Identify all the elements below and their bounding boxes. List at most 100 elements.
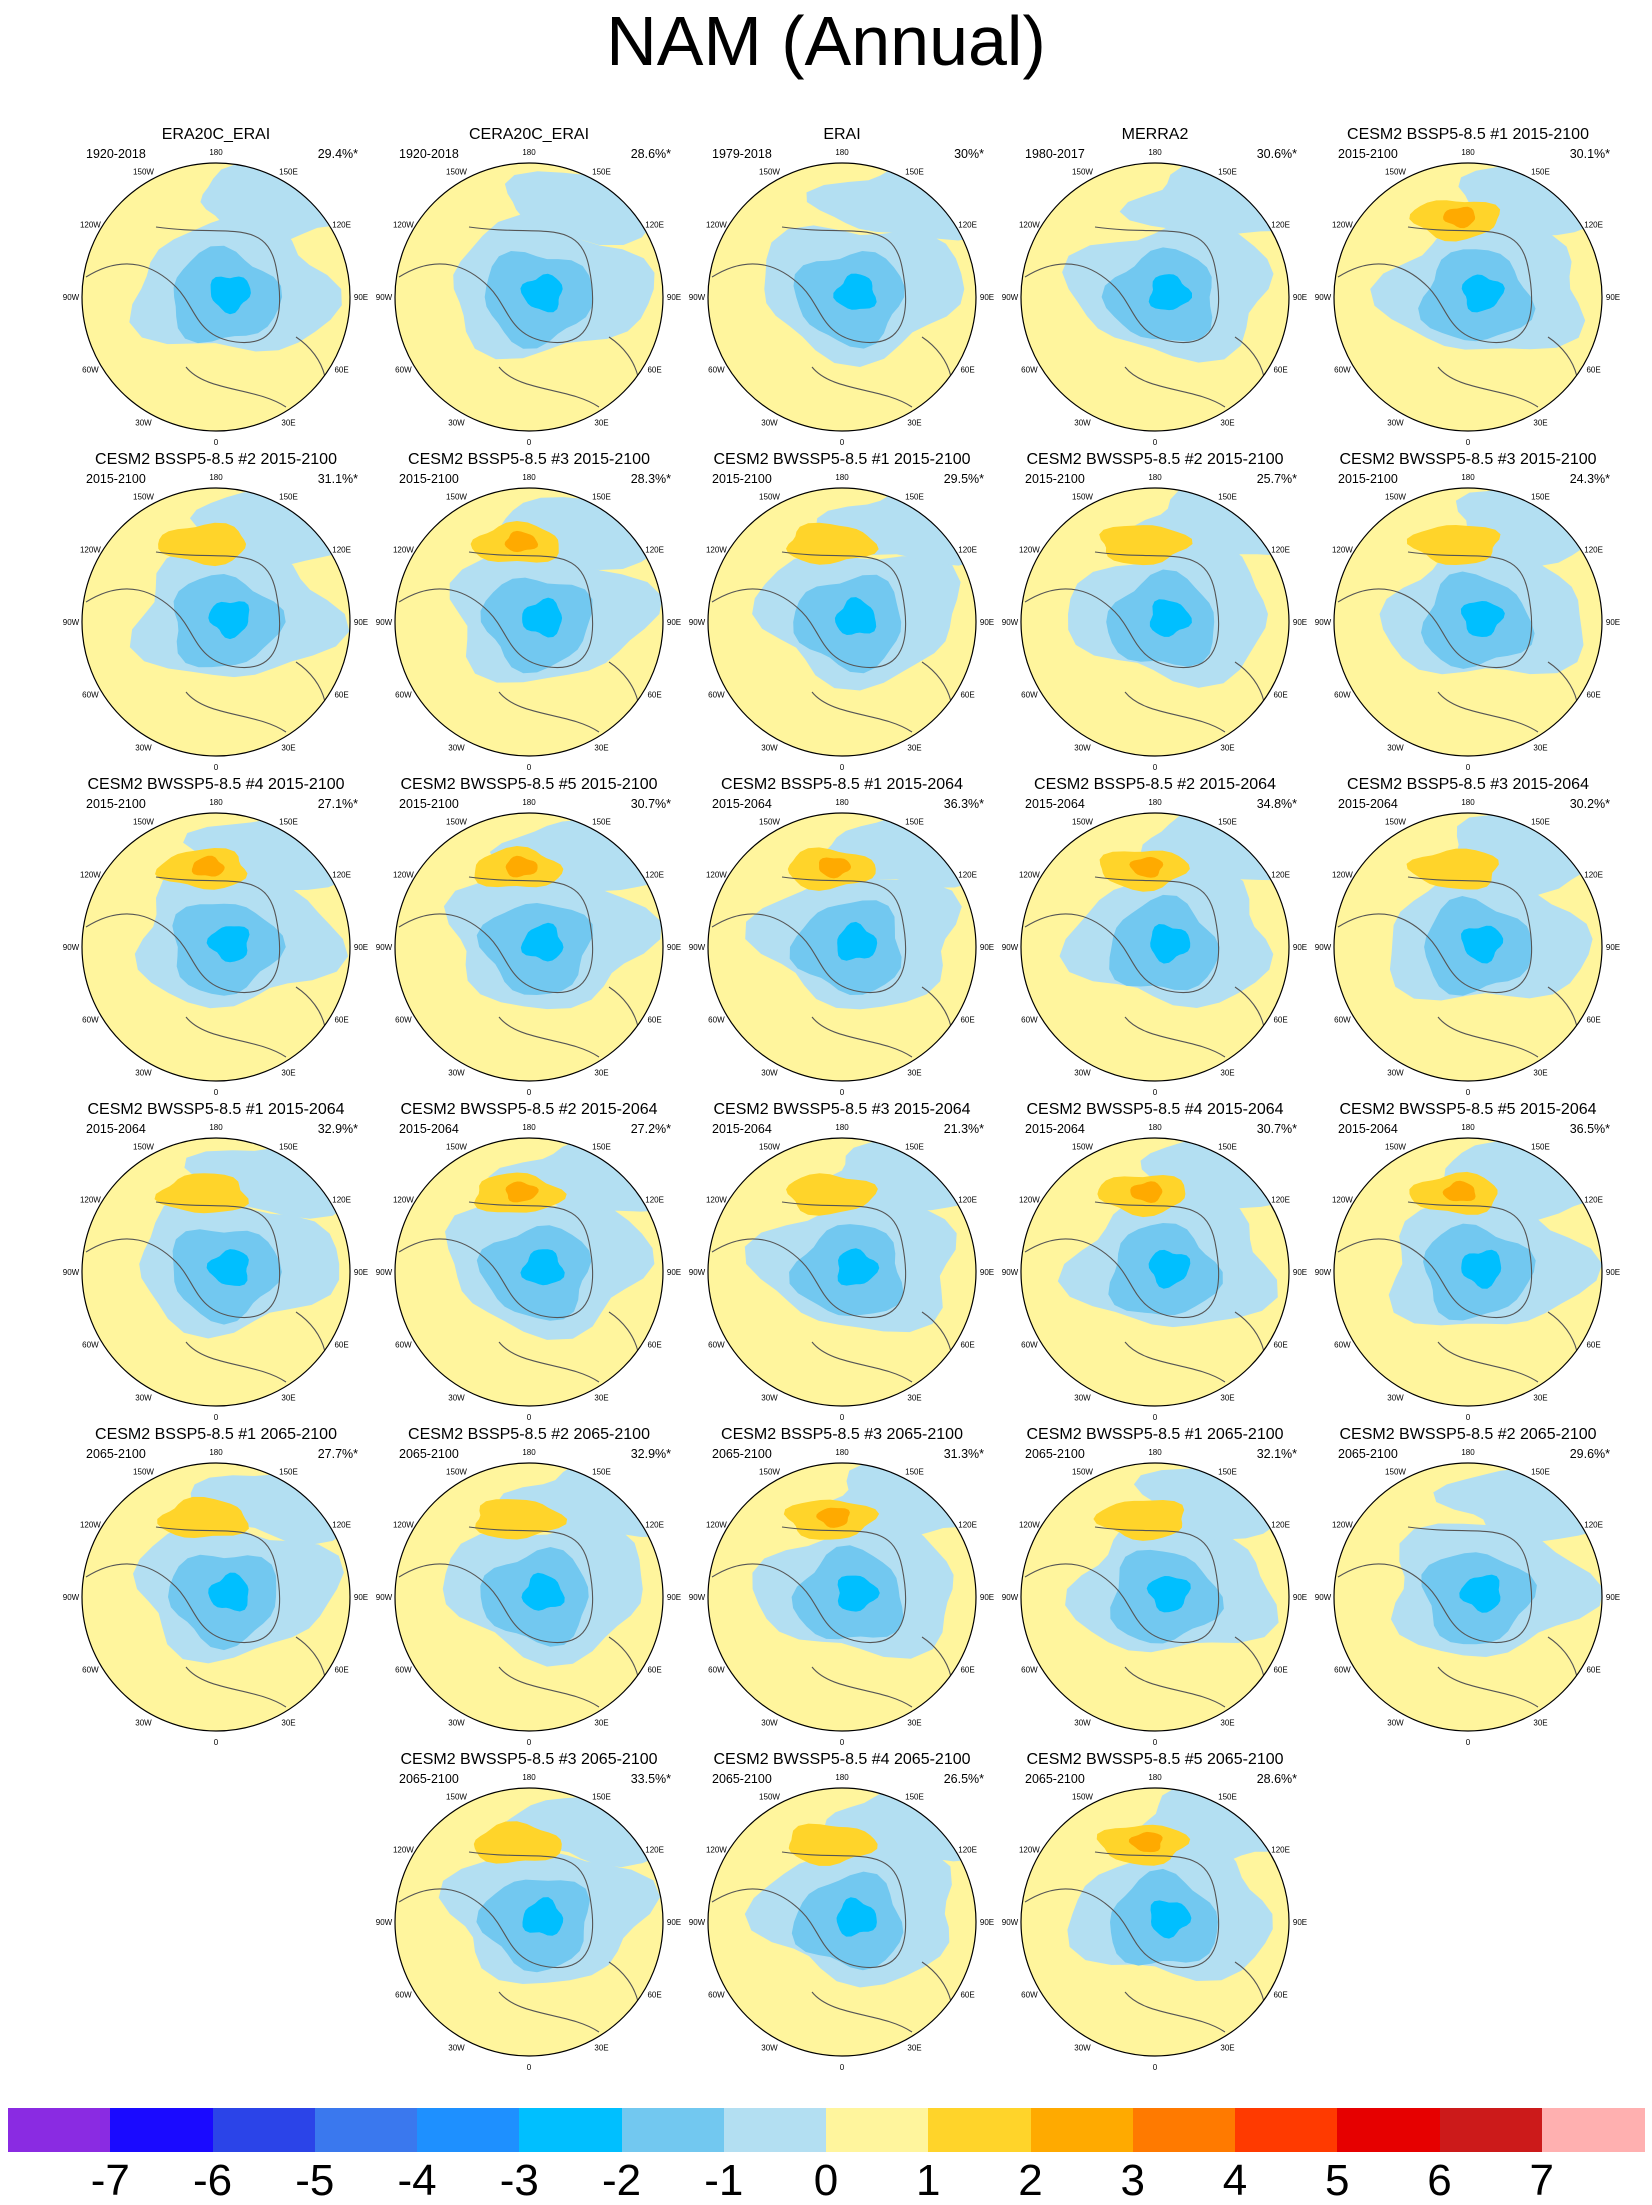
longitude-label: 60E	[647, 1666, 661, 1675]
polar-map: 180 150E 120E 90E 60E 30E 0 30W 60W 90W 120W 150W	[689, 148, 994, 447]
longitude-label: 150E	[905, 1142, 924, 1151]
longitude-label: 120E	[1584, 1521, 1603, 1530]
map-boundary	[1333, 162, 1603, 432]
longitude-label: 150W	[1385, 1467, 1406, 1476]
longitude-label: 30W	[135, 744, 152, 753]
panel-title: CESM2 BWSSP5-8.5 #3 2015-2064	[713, 1101, 971, 1118]
map-panel: CESM2 BSSP5-8.5 #3 2015-2100 2015-2100 28.…	[376, 450, 681, 772]
colorbar-swatch	[1337, 2108, 1440, 2152]
colorbar-tick-label: -7	[90, 2156, 130, 2205]
longitude-label: 60W	[1334, 1341, 1351, 1350]
longitude-label: 30W	[135, 1069, 152, 1078]
longitude-label: 180	[1461, 1123, 1475, 1132]
longitude-label: 90E	[1606, 618, 1620, 627]
longitude-label: 60W	[82, 1666, 99, 1675]
panel-period: 2015-2100	[399, 472, 459, 486]
panel-variance-percent: 27.2%*	[630, 1122, 671, 1136]
pacific-positive-peak	[1443, 206, 1476, 229]
longitude-label: 0	[1153, 1738, 1158, 1747]
longitude-label: 180	[522, 798, 536, 807]
panel-variance-percent: 27.1%*	[317, 797, 358, 811]
longitude-label: 30W	[761, 1069, 778, 1078]
polar-negative-center	[522, 597, 563, 638]
longitude-label: 0	[527, 1738, 532, 1747]
longitude-label: 120E	[645, 221, 664, 230]
longitude-label: 90E	[980, 293, 994, 302]
map-boundary	[81, 812, 351, 1082]
longitude-label: 30W	[1074, 744, 1091, 753]
longitude-label: 120W	[1019, 221, 1040, 230]
longitude-label: 60E	[960, 691, 974, 700]
longitude-label: 60W	[708, 1991, 725, 2000]
panel-title: CESM2 BSSP5-8.5 #1 2015-2064	[721, 776, 963, 793]
longitude-label: 90W	[689, 943, 706, 952]
longitude-label: 60W	[82, 1341, 99, 1350]
panel-period: 2015-2064	[712, 797, 772, 811]
map-panel: CESM2 BSSP5-8.5 #3 2065-2100 2065-2100 31.…	[689, 1425, 994, 1747]
longitude-label: 150W	[1385, 492, 1406, 501]
map-boundary	[707, 1137, 977, 1407]
panel-variance-percent: 32.9%*	[317, 1122, 358, 1136]
colorbar-swatch	[519, 2108, 622, 2152]
map-boundary	[1020, 812, 1290, 1082]
longitude-label: 90W	[689, 1268, 706, 1277]
longitude-label: 30E	[1533, 1719, 1547, 1728]
polar-negative-center	[208, 1572, 249, 1612]
longitude-label: 180	[209, 798, 223, 807]
panel-variance-percent: 25.7%*	[1256, 472, 1297, 486]
map-panel: CESM2 BWSSP5-8.5 #5 2065-2100 2065-2100 28…	[1002, 1750, 1307, 2072]
polar-negative-center	[520, 273, 563, 313]
longitude-label: 30E	[594, 1719, 608, 1728]
longitude-label: 0	[1466, 1738, 1471, 1747]
longitude-label: 120E	[1271, 1846, 1290, 1855]
polar-negative-center	[1461, 274, 1505, 313]
longitude-label: 0	[1153, 1088, 1158, 1097]
map-boundary	[394, 162, 664, 432]
panel-variance-percent: 29.5%*	[943, 472, 984, 486]
longitude-label: 150W	[1385, 817, 1406, 826]
longitude-label: 120W	[1019, 546, 1040, 555]
longitude-label: 60W	[1334, 1666, 1351, 1675]
panel-period: 1920-2018	[86, 147, 146, 161]
longitude-label: 0	[1153, 1413, 1158, 1422]
polar-negative-center	[837, 1575, 880, 1612]
longitude-label: 120W	[1332, 546, 1353, 555]
panel-period: 1979-2018	[712, 147, 772, 161]
map-panel: CESM2 BSSP5-8.5 #3 2015-2064 2015-2064 30.…	[1315, 775, 1620, 1097]
longitude-label: 90W	[63, 1593, 80, 1602]
panel-title: CESM2 BWSSP5-8.5 #3 2015-2100	[1339, 451, 1597, 468]
longitude-label: 150E	[905, 817, 924, 826]
polar-map: 180 150E 120E 90E 60E 30E 0 30W 60W 90W 120W 150W	[376, 1448, 681, 1747]
longitude-label: 90W	[63, 293, 80, 302]
longitude-label: 60E	[334, 1666, 348, 1675]
longitude-label: 30E	[1533, 1069, 1547, 1078]
longitude-label: 150W	[759, 1467, 780, 1476]
panel-title: CERA20C_ERAI	[468, 126, 590, 143]
longitude-label: 30E	[594, 744, 608, 753]
panel-period: 2015-2100	[399, 797, 459, 811]
longitude-label: 120E	[1584, 546, 1603, 555]
longitude-label: 90E	[667, 1918, 681, 1927]
panel-title: CESM2 BWSSP5-8.5 #4 2015-2100	[87, 776, 345, 793]
pacific-positive-peak	[1129, 856, 1164, 878]
longitude-label: 30E	[907, 419, 921, 428]
pacific-positive-peak	[191, 855, 225, 877]
map-panel: ERAI 1979-2018 30%* 180 150E 120E 90E 60E 30E 0 30…	[689, 125, 994, 447]
longitude-label: 30W	[135, 1394, 152, 1403]
longitude-label: 0	[214, 438, 219, 447]
colorbar-swatch	[1030, 2108, 1134, 2152]
colorbar-tick-label: 2	[1018, 2156, 1043, 2205]
longitude-label: 90W	[1315, 943, 1332, 952]
main-title: NAM (Annual)	[606, 2, 1046, 80]
colorbar-tick-label: 4	[1222, 2156, 1248, 2205]
longitude-label: 0	[527, 763, 532, 772]
longitude-label: 60W	[1021, 691, 1038, 700]
panel-variance-percent: 33.5%*	[630, 1772, 671, 1786]
longitude-label: 180	[209, 148, 223, 157]
panel-title: CESM2 BSSP5-8.5 #1 2065-2100	[95, 1426, 337, 1443]
pacific-positive-peak	[505, 1181, 539, 1203]
longitude-label: 30E	[281, 1719, 295, 1728]
panel-title: CESM2 BWSSP5-8.5 #2 2015-2064	[400, 1101, 658, 1118]
longitude-label: 120E	[958, 1521, 977, 1530]
panel-period: 2065-2100	[86, 1447, 146, 1461]
